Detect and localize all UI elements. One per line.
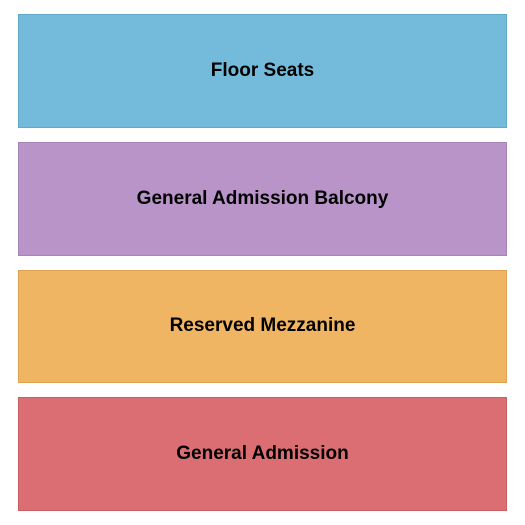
- section-label: General Admission Balcony: [137, 188, 389, 210]
- section-label: Reserved Mezzanine: [170, 315, 356, 337]
- section-floor-seats[interactable]: Floor Seats: [18, 14, 507, 128]
- section-reserved-mezzanine[interactable]: Reserved Mezzanine: [18, 270, 507, 384]
- section-general-admission-balcony[interactable]: General Admission Balcony: [18, 142, 507, 256]
- section-label: Floor Seats: [211, 60, 314, 82]
- section-general-admission[interactable]: General Admission: [18, 397, 507, 511]
- section-label: General Admission: [176, 443, 348, 465]
